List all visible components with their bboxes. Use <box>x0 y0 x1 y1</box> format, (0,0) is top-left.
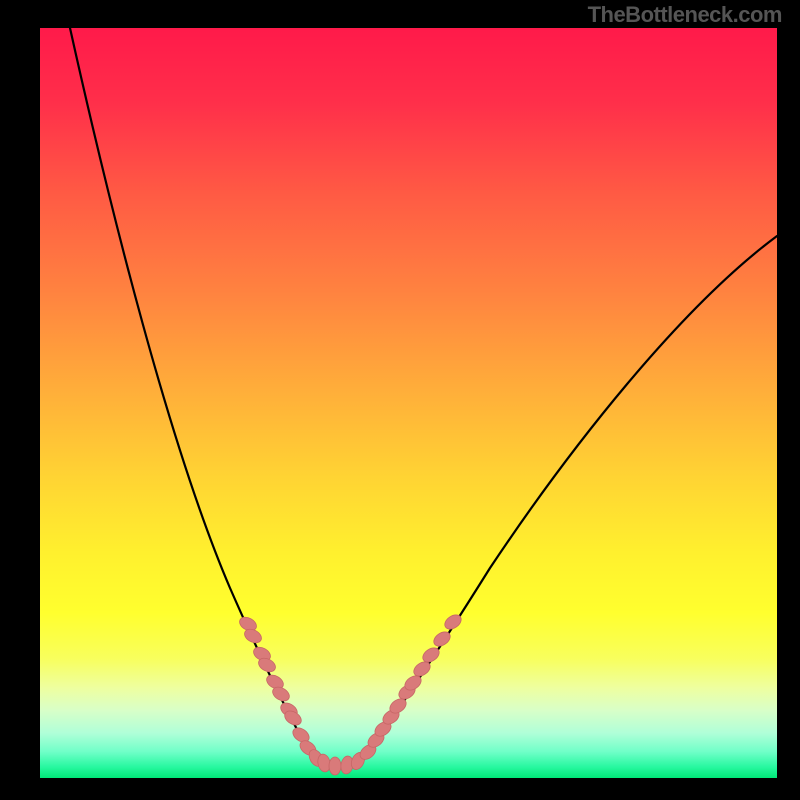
gradient-background <box>40 28 777 778</box>
bead <box>329 757 341 775</box>
chart-svg <box>40 28 777 778</box>
watermark-text: TheBottleneck.com <box>588 2 782 28</box>
bottleneck-chart <box>40 28 777 778</box>
